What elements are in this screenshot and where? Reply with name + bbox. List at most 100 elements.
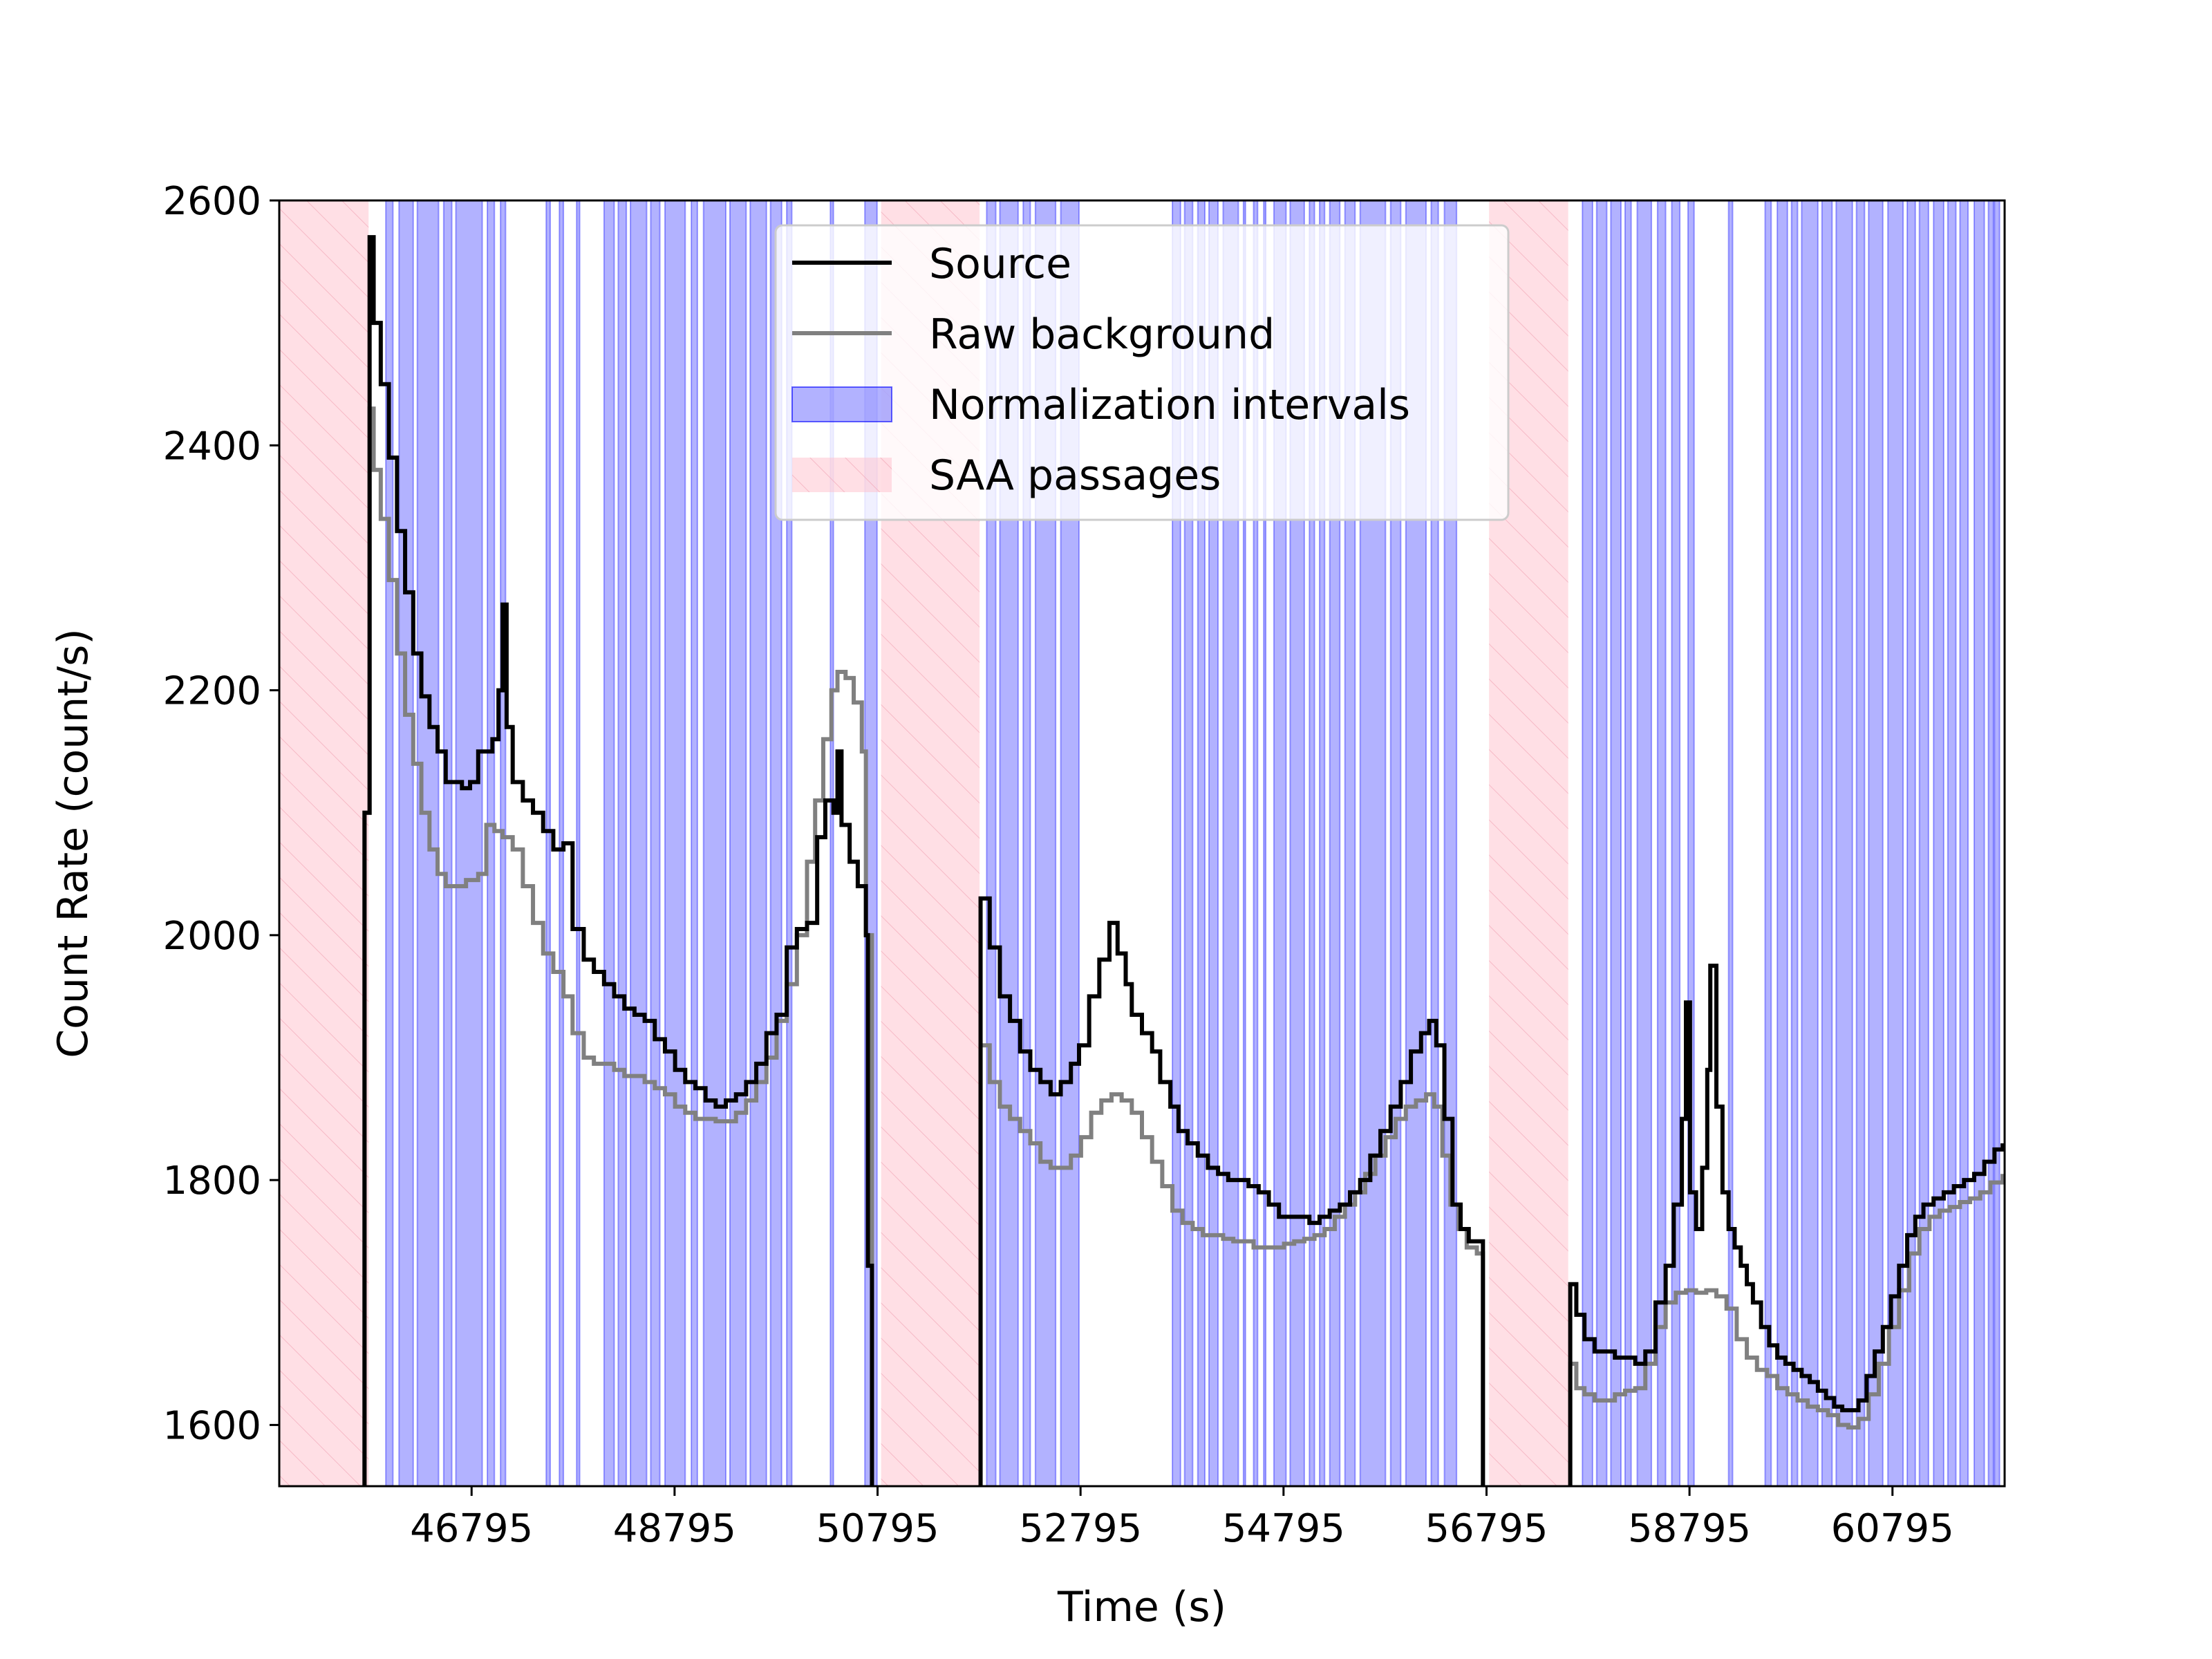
plot-frame [278, 199, 2006, 1488]
y-tick-label: 2600 [162, 179, 261, 224]
normalization-interval [1183, 200, 1194, 1486]
normalization-interval [1947, 200, 1957, 1486]
normalization-interval [442, 200, 453, 1486]
source-series-line [1568, 964, 2005, 1486]
normalization-interval [1329, 200, 1341, 1486]
series-layer [362, 235, 2005, 1486]
y-tick-label: 1600 [162, 1403, 261, 1448]
normalization-interval [1973, 200, 1985, 1486]
y-axis-ticks: 1600 1800 2000 2200 2400 2600 [162, 179, 279, 1448]
normalization-interval [1636, 200, 1653, 1486]
x-axis-label: Time (s) [1057, 1583, 1226, 1631]
legend-saa-label: SAA passages [929, 451, 1221, 500]
normalization-interval [398, 200, 414, 1486]
x-tick-label: 46795 [410, 1506, 533, 1551]
legend-normalization-swatch [791, 386, 892, 422]
saa-passage-hatch [279, 200, 369, 1486]
normalization-interval [486, 200, 496, 1486]
source-series-line [362, 235, 874, 1486]
normalization-interval [1933, 200, 1944, 1486]
normalization-interval [1172, 200, 1181, 1486]
normalization-interval [1687, 200, 1695, 1486]
normalization-interval [986, 200, 997, 1486]
normalization-interval [1222, 200, 1239, 1486]
normalization-interval [603, 200, 615, 1486]
normalization-interval [1430, 200, 1439, 1486]
y-tick-label: 2000 [162, 914, 261, 959]
normalization-interval [1344, 200, 1356, 1486]
legend-saa-hatch [792, 458, 892, 492]
normalization-interval [500, 200, 507, 1486]
normalization-interval [1835, 200, 1853, 1486]
normalization-interval [1777, 200, 1788, 1486]
normalization-interval [1987, 200, 1994, 1486]
normalization-interval [1595, 200, 1608, 1486]
normalization-interval [702, 200, 727, 1486]
legend-box [774, 224, 1510, 521]
legend-background-label: Raw background [929, 310, 1275, 359]
normalization-interval [1022, 200, 1031, 1486]
normalization-interval [1253, 200, 1259, 1486]
normalization-interval [1855, 200, 1866, 1486]
normalization-interval [630, 200, 648, 1486]
normalization-interval [1671, 200, 1681, 1486]
normalization-interval [1208, 200, 1219, 1486]
normalization-interval [691, 200, 698, 1486]
normalization-interval [650, 200, 661, 1486]
normalization-interval [1389, 200, 1402, 1486]
y-tick-label: 1800 [162, 1159, 261, 1203]
legend-source-label: Source [929, 240, 1071, 288]
x-tick-label: 48795 [613, 1506, 736, 1551]
raw-background-series-line [1568, 1174, 2005, 1486]
normalization-interval [1610, 200, 1622, 1486]
normalization-interval [664, 200, 686, 1486]
normalization-interval [1582, 200, 1593, 1486]
legend: Source Raw background Normalization inte… [774, 224, 1510, 521]
normalization-interval [1624, 200, 1632, 1486]
normalization-interval [1994, 200, 2000, 1486]
source-series-line [978, 896, 1485, 1486]
normalization-interval [545, 200, 552, 1486]
normalization-interval [455, 200, 483, 1486]
normalization-interval [385, 200, 394, 1486]
raw-background-series-line [978, 1043, 1485, 1486]
normalization-interval [1263, 200, 1267, 1486]
normalization-interval [1868, 200, 1884, 1486]
normalization-interval [1918, 200, 1929, 1486]
x-tick-label: 56795 [1425, 1506, 1548, 1551]
normalization-interval [1887, 200, 1904, 1486]
y-tick-label: 2200 [162, 669, 261, 714]
normalization-interval [617, 200, 628, 1486]
normalization-interval [1242, 200, 1246, 1486]
y-axis-label: Count Rate (count/s) [49, 628, 97, 1058]
normalization-interval [1318, 200, 1326, 1486]
x-tick-label: 50795 [816, 1506, 939, 1551]
normalization-interval [1656, 200, 1667, 1486]
normalization-interval [1727, 200, 1734, 1486]
normalization-interval [1959, 200, 1969, 1486]
y-tick-label: 2400 [162, 424, 261, 469]
x-tick-label: 60795 [1831, 1506, 1954, 1551]
x-tick-label: 52795 [1019, 1506, 1142, 1551]
normalization-interval [576, 200, 581, 1486]
x-tick-label: 54795 [1222, 1506, 1345, 1551]
legend-normalization-label: Normalization intervals [929, 381, 1410, 429]
normalization-interval [1906, 200, 1916, 1486]
raw-background-series-line [362, 406, 874, 1486]
normalization-interval [1790, 200, 1799, 1486]
normalization-interval [729, 200, 747, 1486]
normalization-interval [749, 200, 767, 1486]
normalization-interval [1821, 200, 1833, 1486]
normalization-interval [1197, 200, 1206, 1486]
x-axis-ticks: 46795 48795 50795 52795 54795 56795 58795 60795 [410, 1486, 1954, 1551]
normalization-interval [1801, 200, 1819, 1486]
x-tick-label: 58795 [1628, 1506, 1751, 1551]
normalization-interval [769, 200, 782, 1486]
normalization-interval [1273, 200, 1287, 1486]
normalization-interval [830, 200, 834, 1486]
normalization-interval [786, 200, 793, 1486]
normalization-interval [1309, 200, 1315, 1486]
normalization-interval [1764, 200, 1772, 1486]
normalization-interval [1289, 200, 1305, 1486]
